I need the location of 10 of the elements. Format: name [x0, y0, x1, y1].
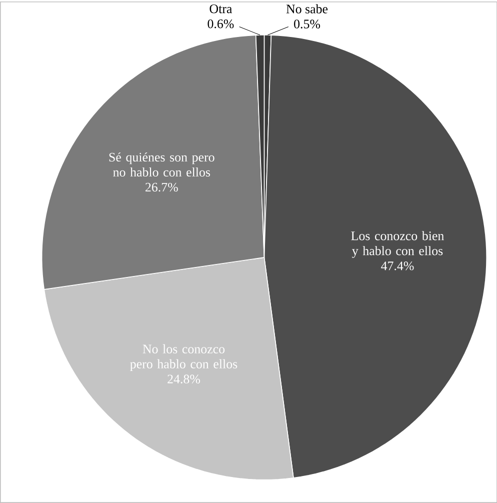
- data-label: 47.4%: [380, 262, 414, 270]
- data-label: 24.8%: [167, 374, 200, 384]
- slice-label: Sé quiénes son pero no hablo con ellos: [109, 152, 214, 177]
- slice-label: Otra: [210, 4, 232, 14]
- data-label: 0.5%: [294, 20, 320, 28]
- slice-label: No los conozco pero hablo con ellos: [130, 344, 237, 372]
- data-label: 26.7%: [145, 182, 178, 192]
- data-label: 0.6%: [208, 19, 234, 28]
- slice-label: No sabe: [286, 4, 328, 14]
- slice-label: Los conozco bien y hablo con ellos: [350, 231, 444, 258]
